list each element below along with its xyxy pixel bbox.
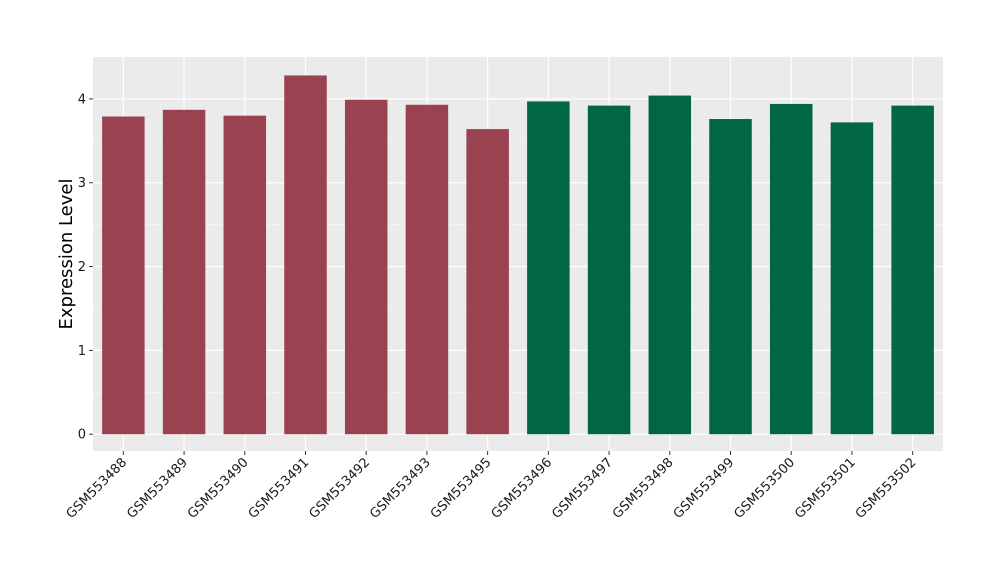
x-tick-label: GSM553497: [549, 455, 616, 522]
bar-gsm553497: [587, 105, 631, 435]
x-tick-label: GSM553499: [671, 455, 738, 522]
bar-gsm553490: [223, 115, 267, 435]
x-tick-label: GSM553501: [792, 455, 859, 522]
bar-gsm553493: [405, 104, 449, 435]
y-tick-label: 0: [78, 428, 86, 443]
x-tick-label: GSM553500: [731, 455, 798, 522]
bar-gsm553489: [162, 109, 206, 435]
bars: [102, 75, 934, 435]
x-tick-label: GSM553498: [610, 455, 677, 522]
x-tick-label: GSM553491: [246, 455, 313, 522]
bar-gsm553500: [769, 103, 813, 435]
bar-gsm553499: [709, 119, 752, 435]
y-axis: 0 1 2 3 4: [78, 92, 93, 443]
plot-panel: [93, 57, 943, 451]
y-tick-label: 2: [78, 260, 86, 275]
y-tick-label: 4: [78, 92, 86, 107]
x-tick-label: GSM553493: [367, 455, 434, 522]
bar-gsm553502: [891, 105, 934, 435]
x-tick-label: GSM553490: [185, 455, 252, 522]
y-tick-label: 1: [78, 344, 86, 359]
bar-gsm553492: [344, 99, 388, 435]
x-tick-label: GSM553488: [64, 455, 131, 522]
bar-gsm553501: [830, 122, 874, 435]
x-tick-label: GSM553489: [124, 455, 191, 522]
y-tick-label: 3: [78, 176, 86, 191]
bar-gsm553488: [102, 116, 145, 435]
x-tick-label: GSM553492: [306, 455, 373, 522]
x-tick-label: GSM553496: [489, 455, 556, 522]
bar-gsm553495: [466, 129, 509, 435]
x-axis: GSM553488GSM553489GSM553490GSM553491GSM5…: [64, 451, 920, 522]
x-tick-label: GSM553502: [853, 455, 920, 522]
bar-gsm553491: [284, 75, 327, 435]
bar-gsm553498: [648, 95, 692, 435]
y-axis-title: Expression Level: [56, 179, 77, 330]
bar-gsm553496: [527, 101, 570, 435]
x-tick-label: GSM553495: [428, 455, 495, 522]
